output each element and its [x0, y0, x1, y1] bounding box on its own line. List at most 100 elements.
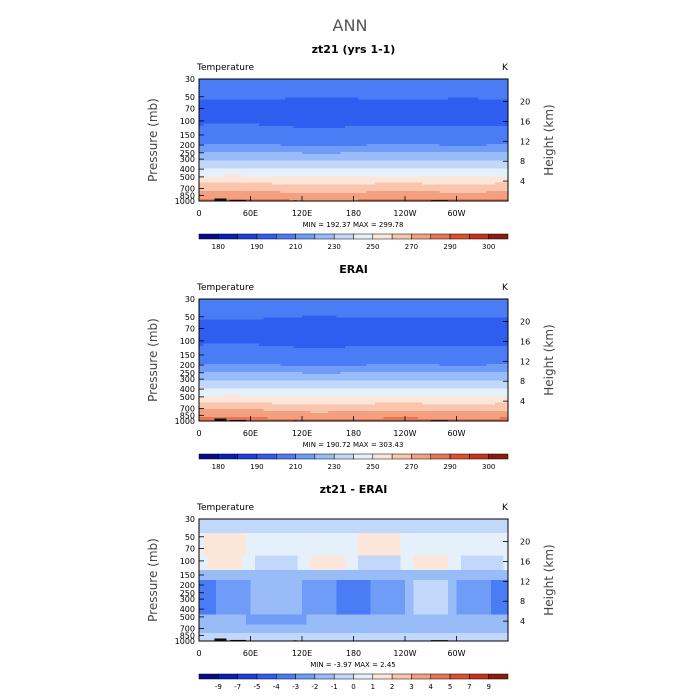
contour-cell — [310, 107, 316, 111]
contour-cell — [400, 180, 406, 184]
contour-cell — [370, 127, 376, 131]
contour-cell — [417, 174, 423, 178]
contour-cell — [271, 162, 277, 165]
contour-cell — [495, 188, 501, 192]
contour-cell — [220, 146, 226, 149]
contour-cell — [396, 123, 402, 127]
contour-cell — [310, 309, 316, 312]
contour-cell — [387, 150, 393, 153]
contour-cell — [400, 150, 406, 153]
contour-cell — [327, 176, 333, 180]
contour-cell — [224, 188, 230, 192]
contour-cell — [203, 162, 209, 165]
contour-cell — [413, 182, 419, 186]
contour-cell — [409, 115, 415, 119]
contour-cell — [199, 313, 204, 316]
contour-cell — [254, 105, 260, 109]
contour-cell — [314, 115, 320, 119]
contour-cell — [383, 91, 389, 94]
contour-cell — [319, 144, 325, 147]
contour-cell — [293, 186, 299, 190]
contour-cell — [469, 182, 475, 186]
contour-cell — [469, 83, 475, 86]
contour-cell — [246, 103, 252, 107]
contour-cell — [379, 186, 385, 190]
contour-cell — [211, 133, 217, 137]
contour-cell — [319, 176, 325, 180]
contour-cell — [447, 152, 453, 155]
contour-cell — [422, 166, 428, 170]
contour-cell — [289, 192, 295, 196]
contour-cell — [413, 105, 419, 109]
contour-cell — [310, 182, 316, 186]
contour-cell — [263, 156, 269, 159]
contour-cell — [271, 309, 277, 312]
contour-cell — [379, 309, 385, 312]
contour-cell — [340, 89, 346, 92]
contour-cell — [344, 125, 350, 129]
contour-cell — [271, 131, 277, 135]
contour-cell — [477, 188, 483, 192]
contour-cell — [203, 301, 209, 304]
contour-cell — [370, 182, 376, 186]
contour-cell — [447, 305, 453, 308]
contour-cell — [452, 307, 458, 310]
panels: zt21 (yrs 1-1)Temperature K30507010015020… — [146, 43, 556, 691]
contour-cell — [396, 137, 402, 141]
contour-cell — [344, 95, 350, 98]
contour-cell — [229, 178, 234, 182]
contour-cell — [439, 131, 445, 135]
contour-cell — [353, 131, 359, 135]
contour-cell — [477, 93, 483, 96]
contour-cell — [503, 135, 509, 139]
contour-cell — [233, 135, 239, 139]
contour-cell — [259, 152, 264, 155]
contour-cell — [199, 117, 204, 121]
contour-cell — [237, 95, 243, 98]
contour-cell — [409, 176, 415, 180]
contour-cell — [353, 113, 359, 117]
contour-cell — [254, 162, 260, 165]
contour-cell — [357, 180, 363, 184]
contour-cell — [310, 123, 316, 127]
contour-cell — [413, 146, 419, 149]
contour-cell — [379, 133, 385, 137]
contour-cell — [263, 135, 269, 139]
contour-cell — [465, 127, 470, 131]
contour-cell — [302, 83, 307, 86]
contour-cell — [392, 81, 398, 84]
contour-cell — [323, 119, 329, 123]
contour-cell — [246, 299, 252, 302]
contour-cell — [211, 170, 217, 174]
contour-cell — [353, 176, 359, 180]
contour-cell — [362, 91, 367, 94]
contour-cell — [503, 184, 509, 188]
contour-cell — [344, 198, 350, 202]
contour-cell — [413, 172, 419, 176]
contour-cell — [271, 150, 277, 153]
contour-cell — [469, 160, 475, 163]
contour-cell — [246, 309, 252, 312]
contour-cell — [220, 188, 226, 192]
contour-cell — [473, 180, 479, 184]
contour-cell — [490, 89, 496, 92]
contour-cell — [460, 109, 466, 113]
contour-cell — [409, 85, 415, 88]
contour-cell — [263, 158, 269, 161]
contour-cell — [417, 188, 423, 192]
contour-cell — [362, 301, 367, 304]
contour-cell — [340, 192, 346, 196]
contour-cell — [473, 168, 479, 172]
contour-cell — [495, 107, 501, 111]
contour-cell — [495, 150, 501, 153]
contour-cell — [340, 176, 346, 180]
contour-cell — [216, 121, 222, 125]
contour-cell — [435, 164, 440, 168]
contour-cell — [353, 162, 359, 165]
contour-cell — [276, 178, 282, 182]
contour-cell — [310, 125, 316, 129]
contour-cell — [452, 198, 458, 202]
contour-cell — [263, 105, 269, 109]
contour-cell — [220, 154, 226, 157]
contour-cell — [447, 133, 453, 137]
